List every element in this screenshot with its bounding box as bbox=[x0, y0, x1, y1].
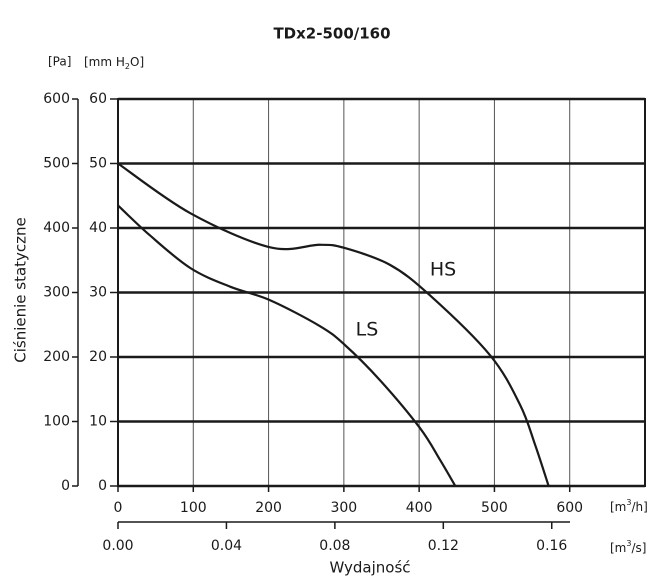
curve-label: LS bbox=[356, 319, 379, 341]
x2-tick-label: 0.00 bbox=[102, 538, 133, 554]
curve bbox=[117, 162, 550, 487]
x-tick-label: 500 bbox=[481, 500, 508, 516]
x-tick-label: 400 bbox=[406, 500, 433, 516]
y2-unit-sub: 2 bbox=[125, 62, 130, 71]
x-axis-title: Wydajność bbox=[329, 559, 410, 577]
x-unit: [m3/h] bbox=[610, 498, 648, 514]
x2-tick-label: 0.16 bbox=[536, 538, 567, 554]
y2-unit-text: [mm H bbox=[84, 55, 125, 69]
y-tick-label: 400 bbox=[43, 220, 70, 236]
chart-title: TDx2-500/160 bbox=[273, 25, 390, 43]
x-unit-text: [m bbox=[610, 500, 626, 514]
y-tick-label: 300 bbox=[43, 285, 70, 301]
x2-unit: [m3/s] bbox=[610, 539, 646, 555]
x2-tick-label: 0.04 bbox=[211, 538, 242, 554]
y-tick-label: 600 bbox=[43, 91, 70, 107]
y2-unit: [mm H2O] bbox=[84, 55, 144, 71]
y2-tick-label: 0 bbox=[98, 478, 107, 494]
x-tick-label: 600 bbox=[556, 500, 583, 516]
y-tick-label: 0 bbox=[61, 478, 70, 494]
y2-tick-label: 40 bbox=[89, 220, 107, 236]
x2-unit-text: /s] bbox=[631, 541, 646, 555]
y2-tick-label: 10 bbox=[89, 414, 107, 430]
x-tick-label: 0 bbox=[114, 500, 123, 516]
y-tick-label: 100 bbox=[43, 414, 70, 430]
plot-frame bbox=[117, 98, 646, 487]
y2-tick-label: 30 bbox=[89, 285, 107, 301]
x-unit-text: /h] bbox=[631, 500, 647, 514]
y-axis-title: Ciśnienie statyczne bbox=[12, 217, 30, 363]
x-unit-sup: 3 bbox=[626, 498, 631, 507]
x2-tick-label: 0.12 bbox=[428, 538, 459, 554]
x-tick-label: 200 bbox=[255, 500, 282, 516]
curve-label: HS bbox=[430, 259, 456, 281]
x-tick-label: 300 bbox=[330, 500, 357, 516]
y2-tick-label: 60 bbox=[89, 91, 107, 107]
x2-unit-sup: 3 bbox=[626, 539, 631, 548]
y-unit: [Pa] bbox=[48, 55, 71, 69]
y2-tick-label: 20 bbox=[89, 349, 107, 365]
curve bbox=[117, 204, 457, 487]
y-tick-label: 500 bbox=[43, 156, 70, 172]
x-tick-label: 100 bbox=[180, 500, 207, 516]
y2-tick-label: 50 bbox=[89, 156, 107, 172]
y-tick-label: 200 bbox=[43, 349, 70, 365]
x2-unit-text: [m bbox=[610, 541, 626, 555]
x2-tick-label: 0.08 bbox=[319, 538, 350, 554]
y2-unit-text: O] bbox=[130, 55, 144, 69]
